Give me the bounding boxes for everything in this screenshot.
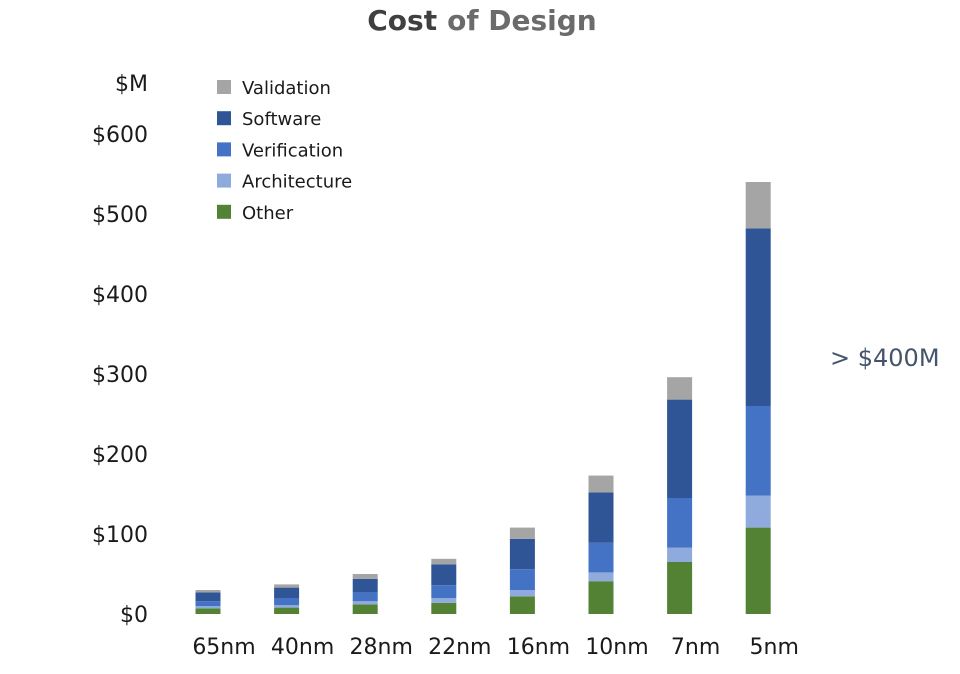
bar-22nm-validation xyxy=(431,558,457,565)
chart-title-part1: Cost xyxy=(367,4,437,37)
x-tick-label: 16nm xyxy=(507,635,570,660)
bar-28nm-other xyxy=(352,604,378,614)
y-axis-unit-label: $M xyxy=(115,72,148,97)
bar-65nm-validation xyxy=(195,590,221,593)
x-tick-label: 5nm xyxy=(750,635,799,660)
legend-label-verification: Verification xyxy=(242,140,343,161)
bar-5nm-verification xyxy=(745,406,771,496)
bar-7nm-architecture xyxy=(667,547,693,562)
legend-swatch-other xyxy=(217,204,231,219)
bar-22nm-software xyxy=(431,564,457,586)
x-tick-label: 7nm xyxy=(671,635,720,660)
bar-5nm-architecture xyxy=(745,495,771,528)
bar-22nm-architecture xyxy=(431,598,457,603)
legend-swatch-software xyxy=(217,111,231,126)
bar-10nm-software xyxy=(588,492,614,543)
bar-5nm-validation xyxy=(745,182,771,229)
bar-28nm-verification xyxy=(352,592,378,602)
bar-5nm-software xyxy=(745,228,771,406)
bar-28nm-architecture xyxy=(352,601,378,605)
bar-28nm-validation xyxy=(352,574,378,579)
bar-7nm-software xyxy=(667,399,693,498)
bar-40nm-verification xyxy=(274,598,300,606)
bar-16nm-verification xyxy=(509,569,535,590)
bar-65nm-other xyxy=(195,608,221,614)
bar-65nm-verification xyxy=(195,601,221,606)
legend-swatch-validation xyxy=(217,80,231,94)
x-tick-label: 10nm xyxy=(585,635,648,660)
bar-16nm-other xyxy=(509,596,535,614)
bar-16nm-architecture xyxy=(509,590,535,597)
bar-22nm-verification xyxy=(431,585,457,598)
cost-annotation: > $400M xyxy=(830,344,940,372)
x-tick-label: 22nm xyxy=(428,635,491,660)
legend-swatch-verification xyxy=(217,142,231,157)
bar-65nm-software xyxy=(195,592,221,602)
chart-title: Cost of Design xyxy=(367,4,596,37)
bar-40nm-validation xyxy=(274,584,300,588)
y-tick-label: $600 xyxy=(92,123,148,148)
bar-65nm-architecture xyxy=(195,606,221,609)
x-tick-label: 28nm xyxy=(350,635,413,660)
bars-group xyxy=(195,182,771,614)
bar-10nm-architecture xyxy=(588,572,614,582)
y-tick-label: $200 xyxy=(92,443,148,468)
x-tick-label: 40nm xyxy=(271,635,334,660)
y-tick-label: $400 xyxy=(92,283,148,308)
bar-16nm-validation xyxy=(509,527,535,539)
y-tick-label: $300 xyxy=(92,363,148,388)
bar-5nm-other xyxy=(745,527,771,614)
legend-label-software: Software xyxy=(242,109,321,130)
bar-7nm-other xyxy=(667,562,693,614)
bar-40nm-software xyxy=(274,587,300,598)
y-tick-label: $500 xyxy=(92,203,148,228)
x-axis-ticks: 65nm 40nm 28nm 22nm 16nm 10nm 7nm 5nm xyxy=(192,635,799,660)
y-tick-label: $100 xyxy=(92,523,148,548)
legend: Validation Software Verification Architectu… xyxy=(217,78,352,224)
chart-title-part2: of Design xyxy=(447,4,597,37)
bar-10nm-other xyxy=(588,581,614,614)
bar-10nm-verification xyxy=(588,542,614,573)
bar-28nm-software xyxy=(352,578,378,593)
bar-40nm-other xyxy=(274,607,300,614)
y-axis-ticks: $0 $100 $200 $300 $400 $500 $600 xyxy=(92,123,148,628)
legend-label-architecture: Architecture xyxy=(242,172,352,193)
bar-7nm-verification xyxy=(667,498,693,548)
x-tick-label: 65nm xyxy=(192,635,255,660)
bar-40nm-architecture xyxy=(274,605,300,608)
bar-10nm-validation xyxy=(588,475,614,493)
bar-22nm-other xyxy=(431,602,457,614)
bar-16nm-software xyxy=(509,538,535,570)
legend-label-validation: Validation xyxy=(242,78,331,99)
legend-swatch-architecture xyxy=(217,173,231,188)
bar-7nm-validation xyxy=(667,377,693,400)
y-tick-label: $0 xyxy=(120,603,148,628)
legend-label-other: Other xyxy=(242,203,294,224)
